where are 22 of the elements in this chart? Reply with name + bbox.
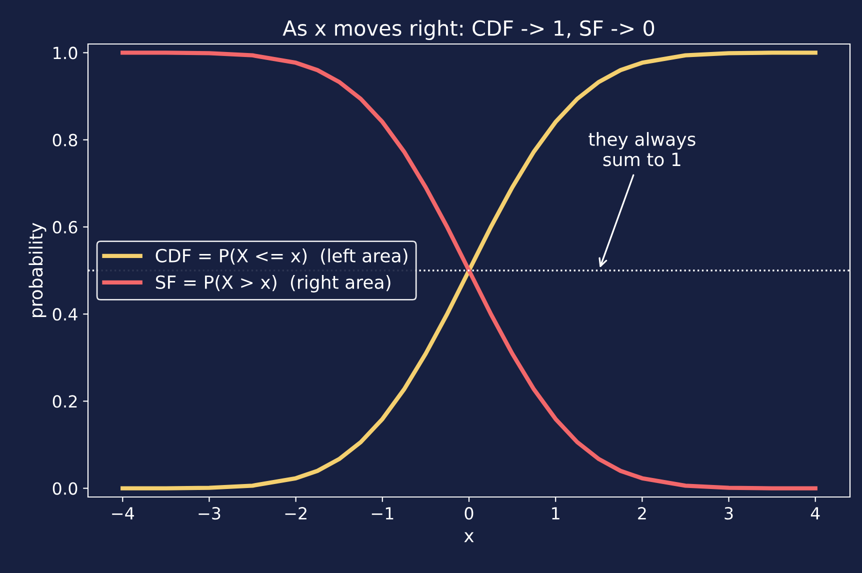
y-tick-label: 0.4 [52, 308, 78, 321]
x-tick-label: 0 [464, 507, 474, 520]
y-tick-label: 0.2 [52, 395, 77, 408]
y-tick-label: 0.8 [52, 134, 78, 146]
annotation: they always sum to 1 [588, 132, 696, 166]
legend-label: CDF = P(X <= x) (left area) [156, 248, 408, 265]
legend-label: SF = P(X > x) (right area) [156, 275, 390, 292]
x-axis-title: x [464, 532, 474, 542]
x-tick-label: 4 [810, 507, 820, 520]
y-tick-label: 0.6 [52, 220, 78, 234]
line-series [120, 50, 818, 490]
x-tick-label: −4 [112, 507, 134, 520]
x-tick-label: 1 [552, 507, 560, 520]
x-tick-label: 2 [638, 507, 646, 520]
y-tick-label: 0.0 [52, 482, 78, 495]
x-tick-label: −3 [198, 507, 220, 520]
x-tick-label: 3 [724, 507, 733, 520]
chart-title: As x moves right: CDF -> 1, SF -> 0 [282, 20, 654, 40]
y-axis-title: probability [28, 222, 46, 318]
y-tick-label: 1.0 [54, 46, 78, 60]
x-tick-label: −1 [372, 507, 394, 520]
x-tick-label: −2 [285, 507, 306, 520]
